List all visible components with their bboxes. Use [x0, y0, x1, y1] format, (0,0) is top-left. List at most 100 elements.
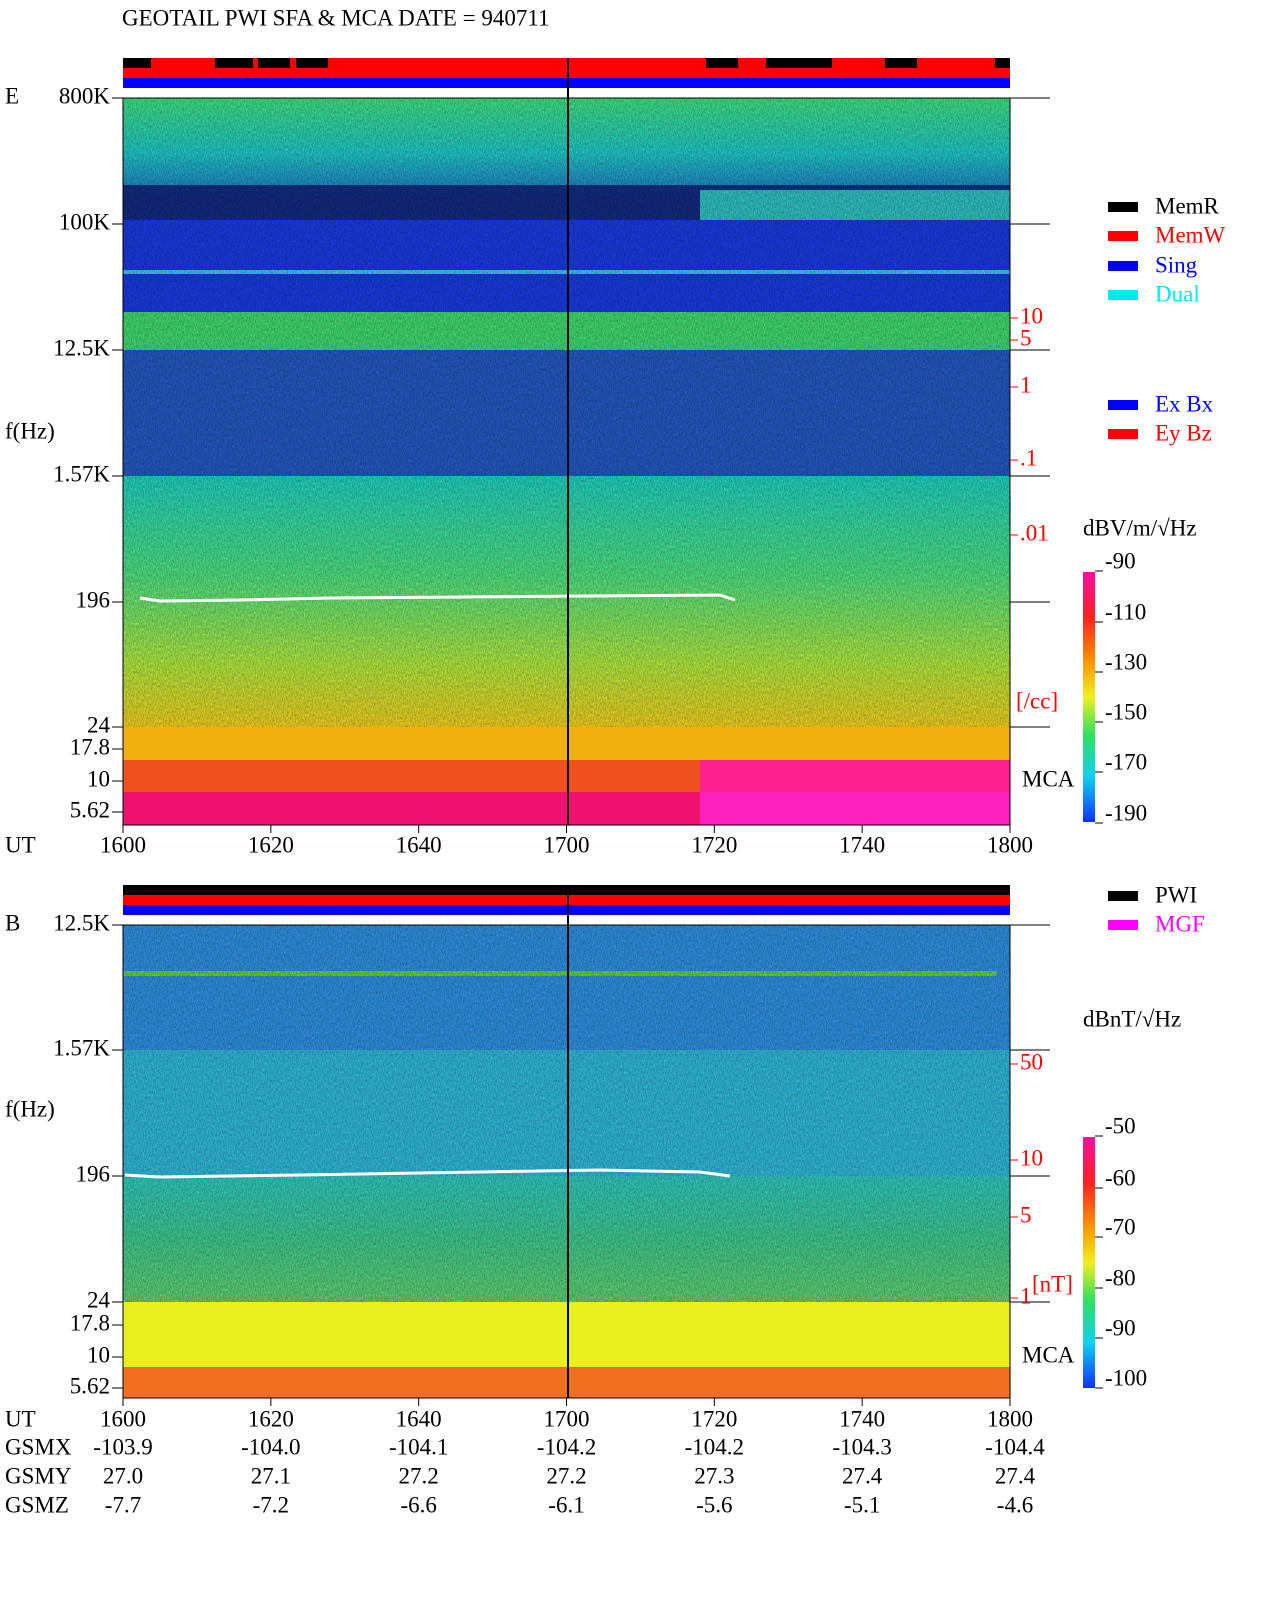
ephemeris-value: -6.6 [400, 1492, 436, 1517]
legend-label: Ey Bz [1155, 420, 1212, 445]
ephemeris-label: GSMZ [5, 1492, 69, 1517]
ephemeris-value: -4.6 [997, 1492, 1033, 1517]
band-label: MCA [1022, 766, 1075, 791]
legend-swatch [1108, 920, 1138, 930]
legend-swatch [1108, 400, 1138, 410]
legend-label: Ex Bx [1155, 391, 1214, 416]
legend-label: MGF [1155, 911, 1205, 936]
colorbar-tick-label: -150 [1105, 699, 1147, 724]
colorbar-tick-label: -100 [1105, 1365, 1147, 1390]
density-unit: [/cc] [1016, 688, 1058, 713]
ephemeris-value: 27.4 [995, 1463, 1036, 1488]
density-tick-label: 5 [1020, 325, 1032, 350]
legend-swatch [1108, 891, 1138, 901]
e-spectrogram [123, 98, 1010, 825]
legend-swatch [1108, 429, 1138, 439]
x-tick-label: 1620 [248, 1406, 294, 1431]
y-tick-label: 10 [87, 1342, 110, 1367]
colorbars [1083, 572, 1095, 1388]
ephemeris-value: 27.4 [842, 1463, 883, 1488]
x-tick-label: 1720 [691, 1406, 737, 1431]
x-axis-label: UT [5, 1406, 36, 1431]
ephemeris-value: 27.3 [694, 1463, 734, 1488]
panel-label: E [5, 83, 19, 108]
colorbar-tick-label: -60 [1105, 1165, 1136, 1190]
colorbar-tick-label: -70 [1105, 1214, 1136, 1239]
ephemeris-value: -5.6 [696, 1492, 732, 1517]
y-tick-label: 1.57K [53, 1035, 110, 1060]
density-tick-label: .01 [1020, 520, 1049, 545]
ephemeris-label: GSMX [5, 1434, 72, 1459]
legend-swatch [1108, 231, 1138, 241]
y-tick-label: 1.57K [53, 461, 110, 486]
ephemeris-value: -104.3 [832, 1434, 891, 1459]
colorbar-tick-label: -190 [1105, 800, 1147, 825]
legend-label: Sing [1155, 252, 1198, 277]
x-tick-label: 1700 [544, 1406, 590, 1431]
y-tick-label: 196 [76, 587, 111, 612]
y-tick-label: 5.62 [70, 797, 110, 822]
ephemeris-value: -104.2 [537, 1434, 596, 1459]
density-tick-label: 1 [1020, 1283, 1032, 1308]
x-axis-label: UT [5, 832, 36, 857]
ephemeris-label: GSMY [5, 1463, 72, 1488]
x-tick-label: 1620 [248, 832, 294, 857]
x-tick-label: 1600 [100, 1406, 146, 1431]
y-tick-label: 12.5K [53, 335, 110, 360]
band-label: MCA [1022, 1342, 1075, 1367]
x-tick-label: 1640 [396, 1406, 442, 1431]
x-tick-label: 1700 [544, 832, 590, 857]
y-tick-label: 5.62 [70, 1373, 110, 1398]
y-axis-label: f(Hz) [5, 418, 55, 443]
status-bars [123, 58, 1010, 1398]
density-tick-label: 10 [1020, 303, 1043, 328]
y-axis-label: f(Hz) [5, 1096, 55, 1121]
colorbar-tick-label: -90 [1105, 1315, 1136, 1340]
ephemeris-value: -104.2 [685, 1434, 744, 1459]
y-tick-label: 24 [87, 712, 111, 737]
colorbar-tick-label: -130 [1105, 649, 1147, 674]
b-spectrogram [123, 925, 1010, 1398]
colorbar-tick-label: -50 [1105, 1113, 1136, 1138]
legend-label: MemW [1155, 222, 1226, 247]
colorbar-tick-label: -110 [1105, 599, 1146, 624]
y-tick-label: 17.8 [70, 734, 110, 759]
title: GEOTAIL PWI SFA & MCA DATE = 940711 [122, 5, 549, 30]
legend-swatch [1108, 202, 1138, 212]
y-tick-label: 12.5K [53, 910, 110, 935]
y-tick-label: 196 [76, 1161, 111, 1186]
x-tick-label: 1800 [987, 1406, 1033, 1431]
ephemeris-value: 27.2 [546, 1463, 586, 1488]
ephemeris-value: -103.9 [93, 1434, 152, 1459]
ephemeris-value: -7.7 [105, 1492, 141, 1517]
ephemeris-value: -104.0 [241, 1434, 300, 1459]
y-tick-label: 24 [87, 1287, 111, 1312]
legend-label: PWI [1155, 882, 1197, 907]
panel-label: B [5, 910, 20, 935]
legend-label: Dual [1155, 281, 1200, 306]
colorbar-tick-label: -80 [1105, 1265, 1136, 1290]
colorbar-unit: dBV/m/√Hz [1083, 515, 1197, 540]
density-tick-label: 50 [1020, 1049, 1043, 1074]
ephemeris-value: -7.2 [253, 1492, 289, 1517]
ephemeris-value: -5.1 [844, 1492, 880, 1517]
x-tick-label: 1800 [987, 832, 1033, 857]
density-tick-label: 1 [1020, 372, 1032, 397]
legend-label: MemR [1155, 193, 1220, 218]
x-tick-label: 1600 [100, 832, 146, 857]
ephemeris-value: -6.1 [548, 1492, 584, 1517]
ephemeris-value: 27.2 [399, 1463, 439, 1488]
y-tick-label: 800K [59, 83, 111, 108]
density-tick-label: 5 [1020, 1202, 1032, 1227]
y-tick-label: 100K [59, 209, 111, 234]
ephemeris-value: 27.1 [251, 1463, 291, 1488]
legend-swatch [1108, 290, 1138, 300]
ephemeris-value: -104.4 [985, 1434, 1045, 1459]
density-tick-label: 10 [1020, 1145, 1043, 1170]
density-unit: [nT] [1032, 1271, 1073, 1296]
legend-swatch [1108, 261, 1138, 271]
x-tick-label: 1740 [839, 832, 885, 857]
ephemeris-value: 27.0 [103, 1463, 143, 1488]
